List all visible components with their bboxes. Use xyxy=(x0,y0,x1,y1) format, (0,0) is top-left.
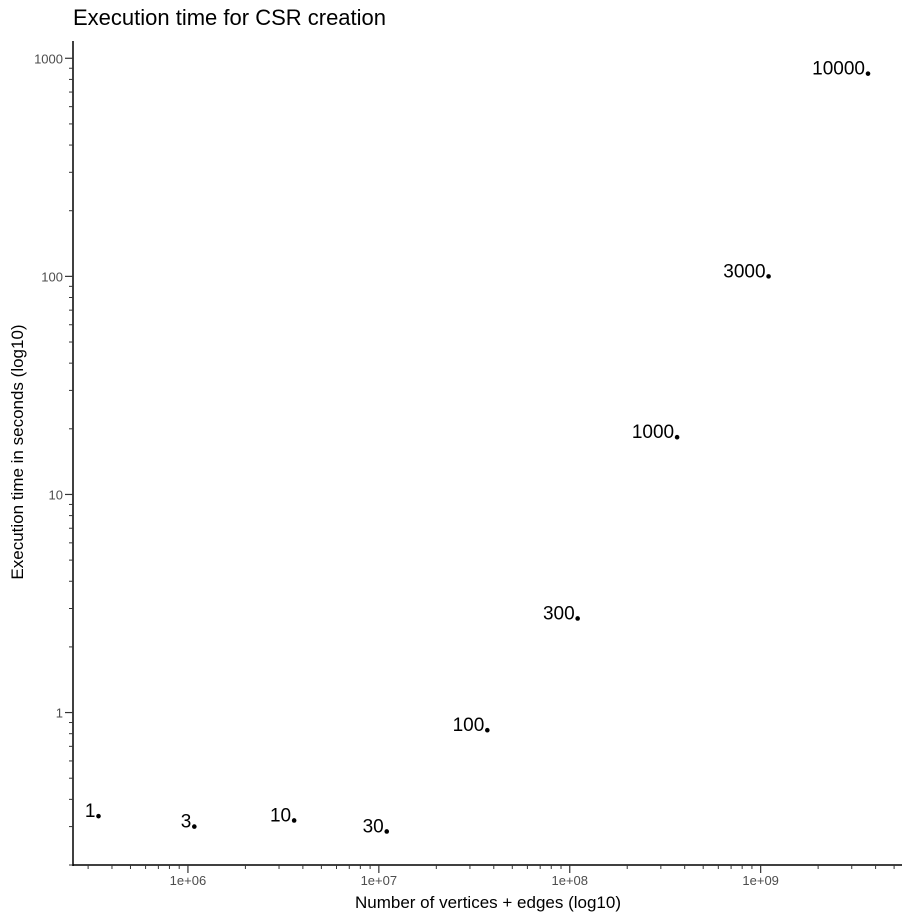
x-ticks: 1e+06 1e+07 1e+08 1e+09 xyxy=(87,865,895,888)
y-tick-label: 1000 xyxy=(34,51,63,66)
data-point xyxy=(291,818,297,823)
point-label: 30 xyxy=(363,816,384,837)
data-point xyxy=(96,813,101,819)
y-tick-label: 10 xyxy=(49,487,63,502)
y-tick-label: 100 xyxy=(41,269,63,284)
point-label: 3 xyxy=(181,812,192,833)
data-point xyxy=(485,727,490,733)
data-point xyxy=(192,824,197,829)
y-tick-label: 1 xyxy=(56,706,63,721)
point-label: 10 xyxy=(270,805,291,826)
point-label: 3000 xyxy=(723,261,765,282)
x-tick-label: 1e+09 xyxy=(742,873,779,888)
data-point xyxy=(865,71,871,76)
point-label: 10000 xyxy=(812,59,865,80)
axes xyxy=(72,41,902,866)
data-point xyxy=(766,274,771,279)
data-point xyxy=(674,434,680,440)
x-tick-label: 1e+07 xyxy=(361,873,398,888)
x-tick-label: 1e+08 xyxy=(551,873,588,888)
y-axis-label: Execution time in seconds (log10) xyxy=(8,324,27,579)
y-ticks: 1 10 100 1000 xyxy=(34,51,73,866)
data-point xyxy=(575,616,580,621)
x-tick-label: 1e+06 xyxy=(170,873,207,888)
point-label: 1000 xyxy=(632,422,674,443)
x-axis-label: Number of vertices + edges (log10) xyxy=(355,893,621,912)
data-point xyxy=(384,829,390,834)
point-label: 100 xyxy=(453,715,485,736)
point-label: 300 xyxy=(543,603,575,624)
point-label: 1 xyxy=(85,801,96,822)
chart-title: Execution time for CSR creation xyxy=(73,5,386,30)
data-points: 1 3 10 30 100 300 1000 3000 10000 xyxy=(85,59,871,837)
